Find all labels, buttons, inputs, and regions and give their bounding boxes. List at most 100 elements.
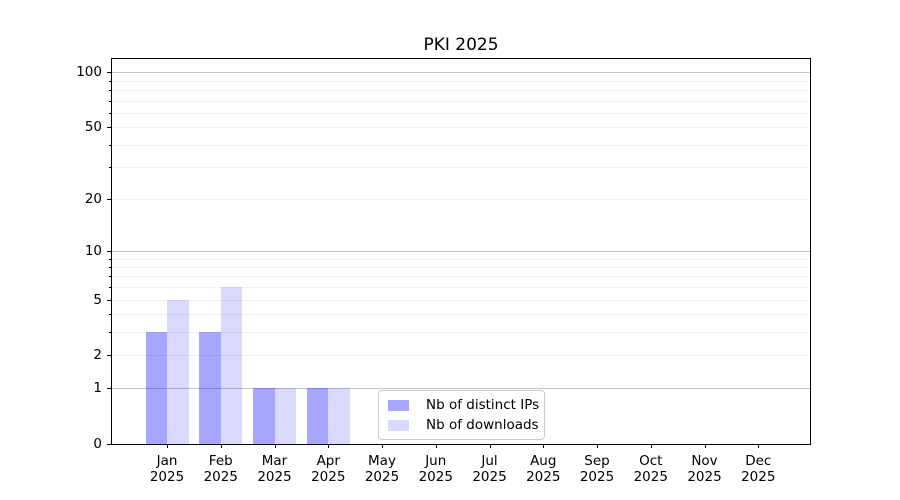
- x-tick-mark: [167, 444, 168, 448]
- legend-label-downloads: Nb of downloads: [426, 417, 539, 433]
- x-tick-label: Jun 2025: [404, 453, 468, 485]
- gridline-decade: [112, 250, 810, 252]
- x-tick-label-year: 2025: [257, 469, 292, 485]
- plot-area: [111, 58, 811, 445]
- x-tick-label: May 2025: [350, 453, 414, 485]
- gridline-minor: [112, 100, 810, 102]
- x-tick-label-year: 2025: [472, 469, 507, 485]
- x-tick-label-month: Dec: [745, 453, 772, 469]
- x-tick-label-month: May: [368, 453, 396, 469]
- x-tick-mark: [220, 444, 222, 448]
- y-minor-tick-mark: [109, 198, 112, 200]
- gridline-minor: [112, 258, 810, 260]
- x-tick-label-month: Jun: [425, 453, 447, 469]
- y-tick-label: 2: [93, 347, 102, 364]
- legend-item-downloads: Nb of downloads: [388, 416, 539, 434]
- x-tick-label-month: Jan: [156, 453, 178, 469]
- x-tick-label-month: Jul: [481, 453, 498, 469]
- y-minor-tick-mark: [109, 266, 112, 268]
- bar-distinct-ips-feb: [199, 332, 221, 444]
- x-tick-label-month: Nov: [691, 453, 718, 469]
- y-tick-mark: [107, 250, 112, 252]
- x-tick-label-month: Feb: [208, 453, 233, 469]
- x-tick-mark: [704, 444, 706, 448]
- x-tick-label-year: 2025: [633, 469, 668, 485]
- x-tick-label-year: 2025: [526, 469, 561, 485]
- bar-downloads-mar: [274, 388, 296, 444]
- gridline-minor: [112, 127, 810, 129]
- gridline-minor: [112, 89, 810, 91]
- y-minor-tick-mark: [109, 314, 112, 316]
- gridline-minor: [112, 167, 810, 169]
- y-tick-label: 50: [84, 119, 102, 136]
- x-tick-label: Nov 2025: [673, 453, 737, 485]
- x-tick-label-year: 2025: [203, 469, 238, 485]
- x-tick-label: Jan 2025: [135, 453, 199, 485]
- x-tick-label-month: Oct: [639, 453, 663, 469]
- chart-title: PKI 2025: [423, 35, 499, 55]
- x-tick-label-year: 2025: [741, 469, 776, 485]
- legend-swatch-distinct-ips: [388, 399, 409, 411]
- x-tick-label-year: 2025: [687, 469, 722, 485]
- x-tick-mark: [435, 444, 437, 448]
- gridline-minor: [112, 332, 810, 334]
- x-tick-label-year: 2025: [579, 469, 615, 485]
- y-tick-mark: [107, 444, 112, 445]
- gridline-decade: [112, 72, 810, 74]
- x-tick-mark: [328, 444, 330, 448]
- bar-distinct-ips-mar: [253, 388, 275, 444]
- y-tick-mark: [107, 388, 112, 390]
- x-tick-mark: [274, 444, 276, 448]
- y-minor-tick-mark: [109, 89, 112, 91]
- gridline-minor: [112, 112, 810, 114]
- x-tick-label: Sep 2025: [565, 453, 629, 485]
- x-tick-label-year: 2025: [364, 469, 400, 485]
- y-minor-tick-mark: [109, 112, 112, 114]
- bar-downloads-feb: [220, 287, 243, 444]
- y-minor-tick-mark: [109, 144, 112, 146]
- x-tick-mark: [382, 444, 383, 448]
- x-tick-label-month: Mar: [261, 453, 288, 469]
- gridline-minor: [112, 80, 810, 82]
- y-minor-tick-mark: [109, 127, 112, 129]
- gridline-minor: [112, 198, 810, 200]
- gridline-minor: [112, 287, 810, 289]
- y-minor-tick-mark: [109, 167, 112, 169]
- y-tick-label: 100: [76, 64, 102, 81]
- x-tick-label-month: Aug: [530, 453, 557, 469]
- x-tick-mark: [489, 444, 491, 448]
- x-tick-label-month: Apr: [316, 453, 340, 469]
- legend-item-distinct-ips: Nb of distinct IPs: [388, 396, 539, 414]
- x-tick-label: Aug 2025: [511, 453, 575, 485]
- y-minor-tick-mark: [109, 80, 112, 82]
- y-tick-label: 0: [93, 436, 102, 452]
- gridline-minor: [112, 314, 810, 316]
- y-tick-label: 5: [93, 291, 102, 308]
- y-tick-label: 20: [84, 190, 102, 207]
- x-tick-label: Mar 2025: [243, 453, 307, 485]
- gridline-minor: [112, 355, 810, 357]
- x-tick-mark: [758, 444, 760, 448]
- x-tick-mark: [597, 444, 598, 448]
- x-tick-mark: [543, 444, 545, 448]
- gridline-minor: [112, 276, 810, 278]
- y-minor-tick-mark: [109, 276, 112, 278]
- y-minor-tick-mark: [109, 355, 112, 357]
- legend-label-distinct-ips: Nb of distinct IPs: [426, 397, 540, 413]
- x-tick-label-month: Sep: [584, 453, 610, 469]
- x-tick-label-year: 2025: [311, 469, 346, 485]
- x-tick-label: Apr 2025: [296, 453, 360, 485]
- bar-distinct-ips-apr: [306, 388, 329, 444]
- x-tick-label: Dec 2025: [726, 453, 790, 485]
- gridline-decade: [112, 388, 810, 390]
- x-tick-label-year: 2025: [418, 469, 453, 485]
- gridline-minor: [112, 299, 810, 301]
- y-tick-label: 1: [93, 380, 102, 397]
- bar-downloads-apr: [328, 388, 350, 444]
- gridline-minor: [112, 266, 810, 268]
- y-minor-tick-mark: [109, 299, 112, 301]
- y-minor-tick-mark: [109, 258, 112, 260]
- bar-distinct-ips-jan: [145, 332, 167, 444]
- bar-downloads-jan: [167, 299, 189, 444]
